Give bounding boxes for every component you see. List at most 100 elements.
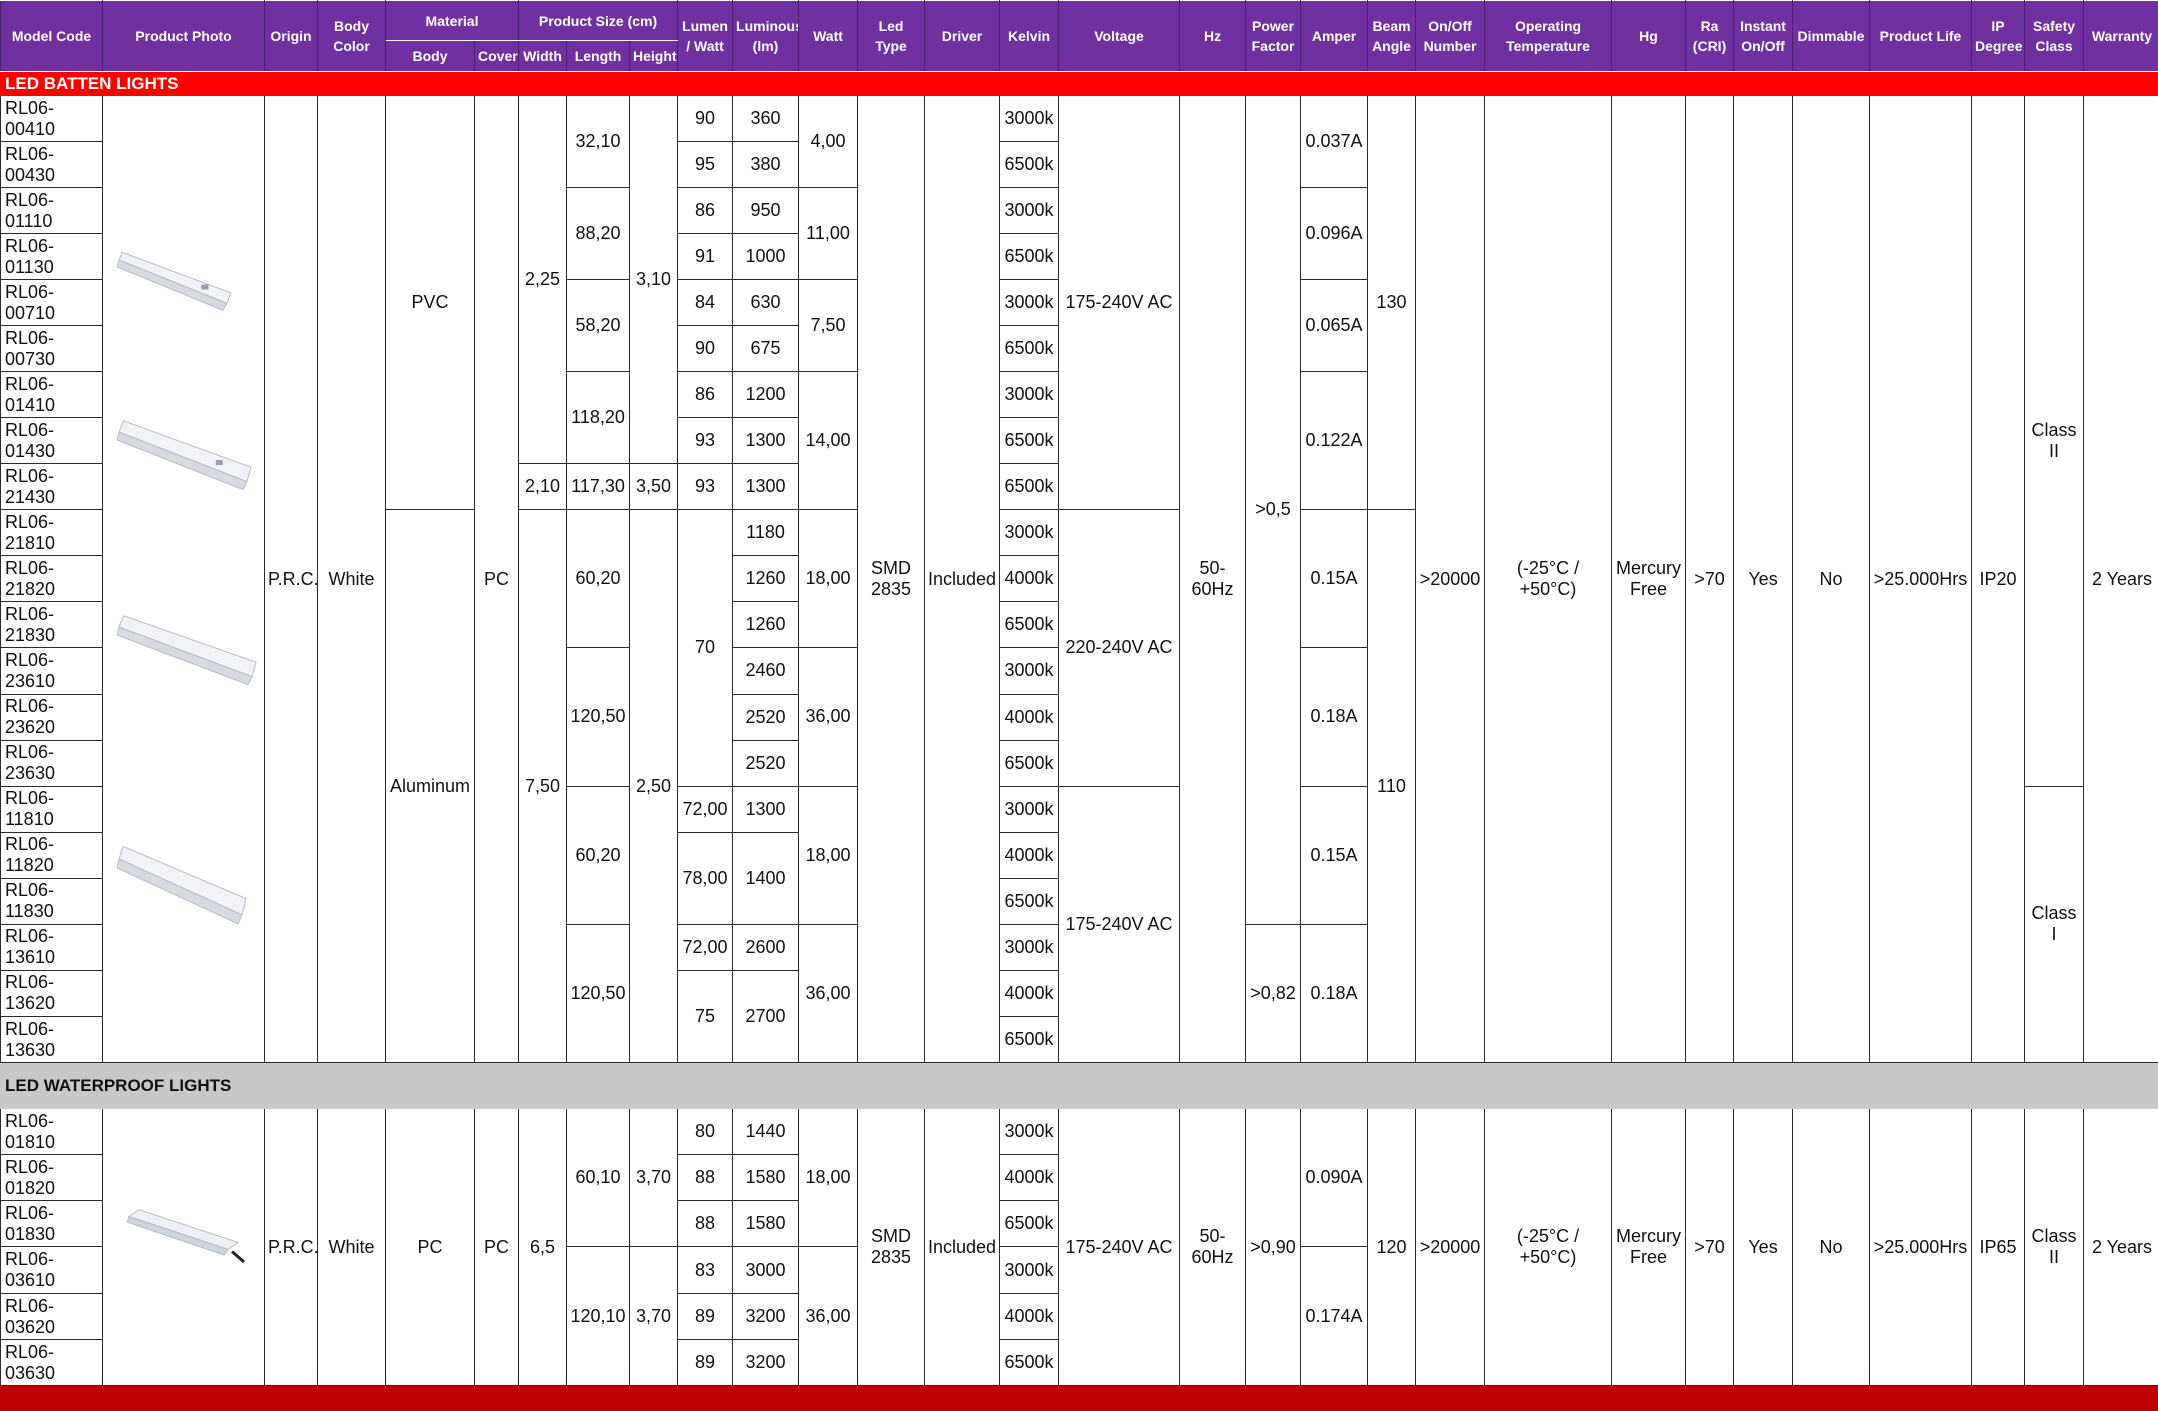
op-temp-cell: (-25°C / +50°C)	[1484, 1108, 1613, 1386]
lumen-watt-cell: 83	[677, 1246, 734, 1294]
header-onoff-number: On/Off Number	[1415, 0, 1486, 72]
model-code-cell: RL06-00710	[0, 279, 103, 327]
power-factor-cell: >0,5	[1245, 95, 1302, 925]
kelvin-cell: 6500k	[999, 739, 1060, 787]
length-cell: 88,20	[566, 186, 631, 281]
header-body-color: Body Color	[317, 0, 386, 72]
lumen-watt-cell: 90	[677, 95, 734, 142]
header-watt: Watt	[798, 0, 859, 72]
origin-cell: P.R.C.	[264, 1108, 318, 1386]
model-code-cell: RL06-01830	[0, 1200, 103, 1247]
luminous-cell: 1580	[732, 1200, 800, 1247]
voltage-cell: 175-240V AC	[1058, 1108, 1181, 1386]
lumen-watt-cell: 72,00	[677, 785, 734, 833]
watt-cell: 18,00	[798, 1108, 859, 1247]
watt-cell: 36,00	[798, 1246, 859, 1386]
length-cell: 120,10	[566, 1246, 631, 1386]
batten-light-icon	[116, 420, 252, 491]
dimmable-cell: No	[1792, 95, 1871, 1063]
header-driver: Driver	[924, 0, 1001, 72]
height-cell: 3,70	[629, 1108, 679, 1247]
model-code-cell: RL06-21810	[0, 509, 103, 557]
model-code-cell: RL06-23610	[0, 647, 103, 695]
lumen-watt-cell: 75	[677, 969, 734, 1064]
op-temp-cell: (-25°C / +50°C)	[1484, 95, 1613, 1063]
width-cell: 2,10	[518, 463, 568, 511]
table-row: RL06-03630 89 3200 6500k	[0, 1339, 2158, 1386]
watt-cell: 11,00	[798, 186, 859, 281]
luminous-cell: 2700	[732, 969, 800, 1064]
model-code-cell: RL06-03620	[0, 1293, 103, 1340]
length-cell: 118,20	[566, 371, 631, 465]
ra-cell: >70	[1685, 1108, 1735, 1386]
voltage-cell: 175-240V AC	[1058, 94, 1181, 511]
table-row: RL06-11810 60,20 72,00 1300 18,00 3000k 175-24…	[0, 785, 2158, 1064]
lumen-watt-cell: 84	[677, 279, 734, 327]
luminous-cell: 1580	[732, 1154, 800, 1201]
lumen-watt-cell: 72,00	[677, 923, 734, 971]
amper-cell: 0.15A	[1300, 785, 1369, 925]
model-code-cell: RL06-01130	[0, 233, 103, 281]
lumen-watt-cell: 86	[677, 371, 734, 419]
length-cell: 32,10	[566, 95, 631, 188]
safety-class-cell: Class I	[2024, 785, 2085, 1064]
warranty-cell: 2 Years	[2083, 95, 2158, 1063]
voltage-cell: 175-240V AC	[1058, 785, 1181, 1064]
header-voltage: Voltage	[1058, 0, 1181, 72]
height-cell: 3,50	[629, 463, 679, 511]
led-type-cell: SMD 2835	[857, 1108, 926, 1386]
product-photo-cell	[102, 95, 265, 1063]
amper-cell: 0.18A	[1300, 923, 1369, 1064]
safety-class-cell: Class II	[2024, 95, 2085, 787]
table-row: RL06-03620 89 3200 4000k	[0, 1293, 2158, 1340]
table-row: RL06-01410 118,20 86 1200 14,00 3000k 0.122A	[0, 371, 2158, 511]
header-hz: Hz	[1179, 0, 1247, 72]
material-body-cell: PC	[385, 1108, 475, 1386]
model-code-cell: RL06-03610	[0, 1246, 103, 1294]
table-row: RL06-21820 1260 4000k	[0, 555, 2158, 603]
amper-cell: 0.090A	[1300, 1108, 1369, 1247]
length-cell: 60,10	[566, 1108, 631, 1247]
header-length: Length	[566, 40, 631, 72]
luminous-cell: 3200	[732, 1293, 800, 1340]
kelvin-cell: 4000k	[999, 693, 1060, 741]
watt-cell: 36,00	[798, 923, 859, 1064]
watt-cell: 7,50	[798, 279, 859, 373]
life-cell: >25.000Hrs	[1869, 1108, 1973, 1386]
header-material: Material	[384, 0, 520, 41]
footer-bar	[0, 1385, 2158, 1411]
flat-batten-light-icon	[116, 615, 257, 686]
instant-cell: Yes	[1733, 95, 1794, 1063]
driver-cell: Included	[924, 95, 1001, 1063]
driver-cell: Included	[924, 1108, 1001, 1386]
section-title-batten: LED BATTEN LIGHTS	[0, 71, 2158, 96]
model-code-cell: RL06-21820	[0, 555, 103, 603]
height-cell: 3,10	[629, 94, 679, 465]
beam-angle-cell: 120	[1367, 1108, 1417, 1386]
kelvin-cell: 6500k	[999, 141, 1060, 188]
luminous-cell: 3000	[732, 1246, 800, 1294]
product-photo-cell	[102, 1108, 265, 1386]
batten-light-icon	[116, 251, 232, 312]
kelvin-cell: 3000k	[999, 95, 1060, 142]
luminous-cell: 2460	[732, 647, 800, 695]
table-row: RL06-01820 88 1580 4000k	[0, 1154, 2158, 1201]
amper-cell: 0.15A	[1300, 509, 1369, 649]
table-row: RL06-00430 95 380 6500k	[0, 141, 2158, 188]
lumen-watt-cell: 88	[677, 1200, 734, 1247]
luminous-cell: 1260	[732, 601, 800, 649]
instant-cell: Yes	[1733, 1108, 1794, 1386]
amper-cell: 0.18A	[1300, 647, 1369, 787]
lumen-watt-cell: 93	[677, 463, 734, 511]
width-cell: 2,25	[518, 94, 568, 465]
product-photos	[104, 1110, 264, 1385]
kelvin-cell: 3000k	[999, 509, 1060, 557]
header-product-life: Product Life	[1869, 0, 1973, 72]
body-color-cell: White	[317, 95, 386, 1063]
watt-cell: 36,00	[798, 647, 859, 787]
origin-cell: P.R.C.	[264, 95, 318, 1063]
life-cell: >25.000Hrs	[1869, 95, 1973, 1063]
luminous-cell: 1260	[732, 555, 800, 603]
model-code-cell: RL06-13630	[0, 1016, 103, 1063]
